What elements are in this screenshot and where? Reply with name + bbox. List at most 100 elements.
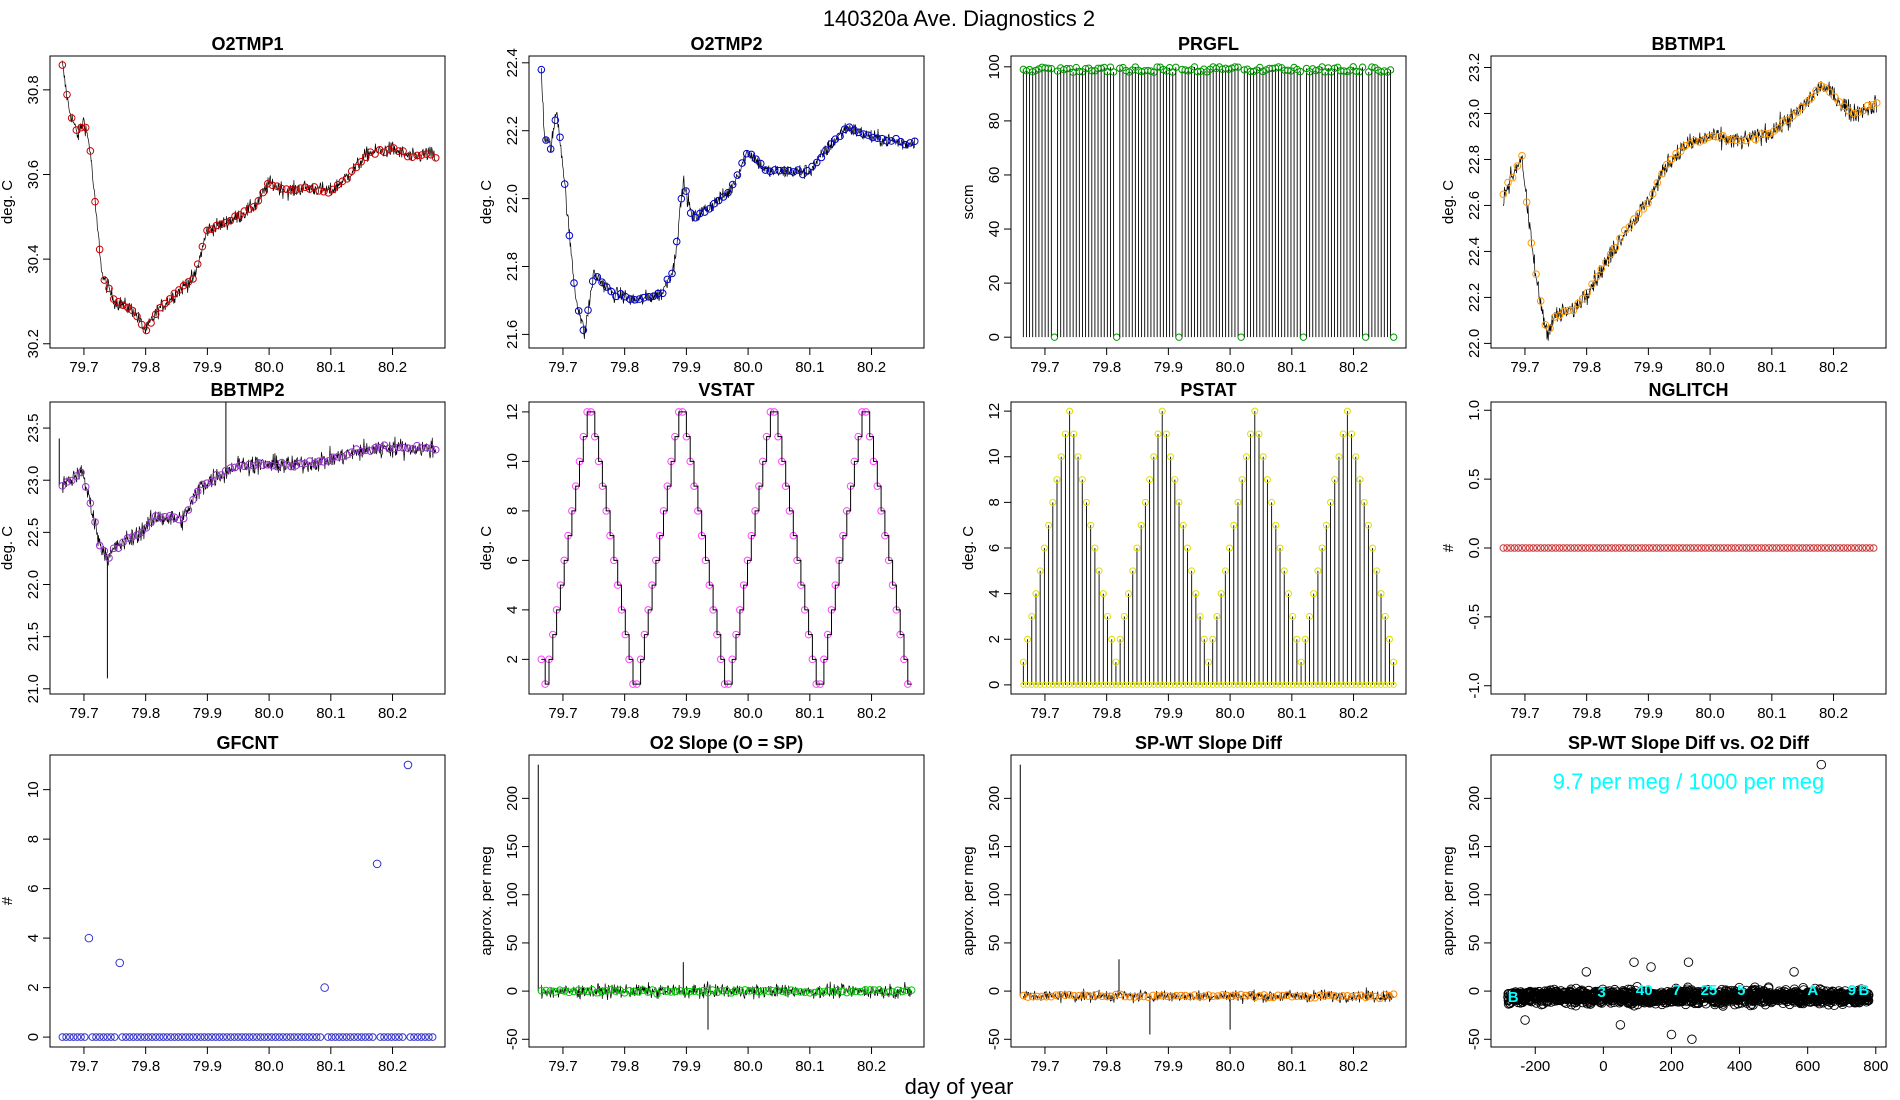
data-point [1192,681,1199,688]
data-point [1530,991,1540,1002]
data-point [72,472,81,480]
data-point [1197,681,1204,688]
data-point [234,1033,242,1041]
axis-ylabel: deg. C [960,526,977,570]
data-point [1070,681,1077,688]
data-point [1024,635,1032,643]
data-point [1872,99,1881,107]
data-point [1213,992,1222,1000]
data-point [1146,476,1154,484]
xtick-label: 79.7 [1030,359,1059,376]
axis-ylabel: approx. per meg [960,846,977,955]
data-point [399,444,407,452]
data-point [1868,101,1876,109]
data-point [198,480,207,489]
data-point [685,987,694,996]
data-point [574,307,583,315]
xtick-label: 80.2 [1339,1058,1368,1075]
data-point [279,1033,287,1041]
data-point [907,986,916,994]
data-point [156,513,165,522]
data-point [1075,67,1084,76]
data-point [1662,160,1671,169]
data-point [394,443,403,452]
data-point [1858,106,1867,115]
data-point [1686,544,1695,552]
data-point [1592,273,1601,281]
data-point [1782,996,1793,1007]
ytick-label: 30.8 [25,75,42,104]
data-point [906,139,914,147]
data-point [602,987,610,995]
data-point [72,126,81,134]
data-point [1121,681,1128,688]
data-point [305,457,314,465]
xtick-label: 80.1 [316,1058,345,1075]
data-point [838,987,847,996]
data-point [417,1033,426,1041]
data-point [1096,681,1103,688]
data-point [1586,994,1597,1005]
data-point [1314,681,1321,688]
data-point [1817,544,1826,552]
ytick-label: 22.6 [1466,191,1483,220]
axis-ylabel: approx. per meg [478,846,495,955]
data-point [310,183,319,191]
data-point [1385,991,1393,1000]
data-point [630,296,639,304]
data-point [1373,567,1381,575]
data-point [1810,544,1818,552]
data-point [1816,81,1825,90]
data-point [1142,681,1149,688]
data-point [768,986,777,995]
data-point [163,1033,171,1041]
data-point [1050,333,1059,341]
xtick-label: 80.1 [1757,359,1786,376]
data-point [1276,544,1284,552]
data-point [238,1033,246,1041]
data-point [570,279,578,287]
data-point [598,278,606,287]
data-point [1150,453,1158,461]
data-point [259,461,267,470]
plot-frame [1490,401,1887,695]
data-point [147,319,155,327]
data-point [1314,567,1322,575]
data-point [1335,681,1342,688]
data-point [1731,544,1740,552]
data-point [1563,544,1571,552]
data-point [1056,990,1065,999]
data-point [1322,521,1330,529]
data-point [630,987,638,996]
data-point [1840,102,1848,111]
ytick-label: 21.5 [25,622,42,651]
ytick-label: 60 [986,167,1003,184]
data-point [1102,992,1111,1001]
data-point [1510,544,1519,552]
data-point [1028,992,1037,1001]
data-point [1742,136,1750,145]
data-point [128,533,137,541]
data-point [1386,681,1393,688]
data-point [1783,544,1792,552]
data-point [1566,544,1575,552]
data-point [560,180,569,188]
data-point [1513,162,1522,170]
data-point [1222,681,1229,688]
series-line [540,67,916,339]
data-point [1377,590,1385,598]
xtick-label: 80.2 [1819,705,1848,722]
ytick-label: 80 [986,113,1003,130]
data-point [1645,544,1654,552]
data-point [175,515,183,524]
data-point [1600,992,1610,1003]
data-point [770,166,779,174]
data-point [1546,324,1554,333]
panel-title: O2TMP1 [211,34,283,54]
data-point [1104,681,1111,688]
data-point [137,1033,145,1041]
data-point [193,260,202,269]
data-point [1819,990,1829,1000]
data-point [1581,544,1590,552]
data-point [140,1033,149,1041]
